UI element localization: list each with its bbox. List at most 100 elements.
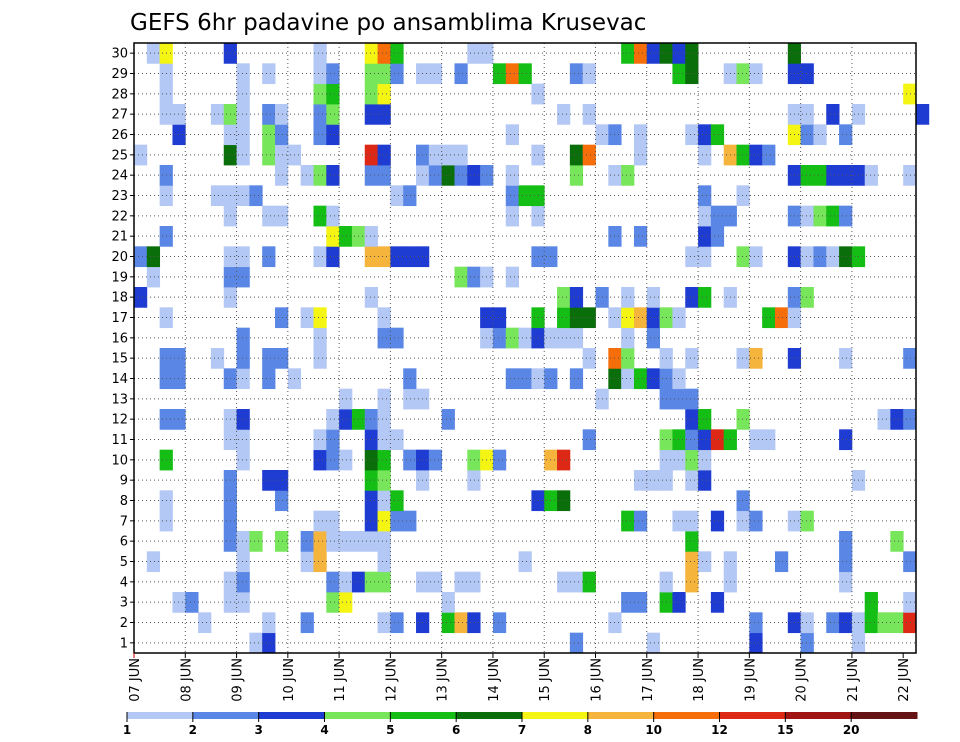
heatmap-cell — [377, 571, 391, 593]
heatmap-cell — [364, 490, 378, 512]
y-tick-label: 3 — [120, 596, 128, 611]
heatmap-cell — [275, 531, 289, 552]
heatmap-cell — [441, 144, 455, 166]
y-tick-label: 16 — [111, 331, 128, 346]
heatmap-cell — [146, 551, 161, 573]
heatmap-cell — [710, 226, 725, 247]
heatmap-cell — [685, 63, 699, 85]
heatmap-cell — [339, 571, 353, 593]
heatmap-cell — [518, 63, 532, 85]
heatmap-cell — [210, 348, 225, 369]
x-tick-label: 17 JUN — [641, 658, 656, 702]
y-tick-label: 1 — [120, 636, 128, 651]
heatmap-cell — [275, 165, 289, 186]
heatmap-cell — [646, 327, 661, 349]
heatmap-cell — [300, 307, 314, 329]
heatmap-cell — [428, 144, 443, 166]
heatmap-cell — [364, 409, 378, 430]
heatmap-cell — [890, 409, 904, 430]
heatmap-cell — [582, 348, 596, 369]
heatmap-cell — [569, 165, 584, 186]
heatmap-cell — [262, 612, 276, 634]
heatmap-cell — [364, 470, 378, 491]
heatmap-cell — [262, 470, 276, 491]
heatmap-cell — [582, 104, 596, 125]
x-tick-label: 11 JUN — [333, 658, 348, 702]
heatmap-cell — [762, 144, 776, 166]
heatmap-cell — [275, 490, 289, 512]
y-tick-label: 27 — [111, 108, 128, 123]
heatmap-cell — [364, 246, 378, 268]
heatmap-cell — [864, 592, 878, 613]
heatmap-cell — [505, 63, 519, 85]
heatmap-cell — [236, 266, 250, 288]
heatmap-cell — [582, 429, 596, 451]
heatmap-cell — [621, 287, 635, 308]
heatmap-cell — [672, 43, 686, 64]
heatmap-cell — [518, 185, 532, 207]
heatmap-cell — [467, 266, 481, 288]
y-axis: 1234567891011121314151617181920212223242… — [111, 47, 134, 651]
heatmap-cell — [326, 510, 340, 532]
heatmap-cell — [377, 470, 391, 491]
heatmap-cell — [800, 510, 814, 532]
heatmap-cell — [762, 429, 776, 451]
x-tick-label: 13 JUN — [436, 658, 451, 702]
heatmap-cell — [326, 571, 340, 593]
heatmap-cell — [774, 551, 789, 573]
heatmap-cell — [736, 348, 750, 369]
heatmap-cell — [454, 63, 468, 85]
heatmap-cell — [633, 43, 648, 64]
legend-label: 7 — [518, 723, 526, 737]
legend-label: 3 — [254, 723, 262, 737]
heatmap-cell — [877, 409, 891, 430]
heatmap-cell — [800, 104, 814, 125]
heatmap-cell — [672, 388, 686, 410]
heatmap-cell — [134, 144, 148, 166]
heatmap-cell — [300, 551, 314, 573]
legend-swatch — [653, 712, 720, 719]
heatmap-cell — [903, 83, 917, 105]
heatmap-cell — [569, 571, 584, 593]
heatmap-cell — [377, 409, 391, 430]
legend-label: 2 — [189, 723, 197, 737]
heatmap-cell — [839, 571, 853, 593]
heatmap-cell — [454, 165, 468, 186]
heatmap-cell — [236, 246, 250, 268]
heatmap-cell — [236, 551, 250, 573]
heatmap-cell — [685, 571, 699, 593]
heatmap-cell — [582, 144, 596, 166]
heatmap-cell — [621, 43, 635, 64]
heatmap-cell — [467, 165, 481, 186]
heatmap-cell — [339, 449, 353, 471]
heatmap-cell — [377, 531, 391, 552]
heatmap-cell — [339, 388, 353, 410]
heatmap-cell — [364, 571, 378, 593]
y-tick-label: 6 — [120, 535, 128, 550]
heatmap-cell — [377, 327, 391, 349]
heatmap-cell — [762, 307, 776, 329]
heatmap-cell — [749, 510, 763, 532]
heatmap-cell — [326, 104, 340, 125]
heatmap-cell — [236, 592, 250, 613]
heatmap-cell — [339, 226, 353, 247]
heatmap-cell — [428, 571, 443, 593]
y-tick-label: 8 — [120, 494, 128, 509]
heatmap-cell — [300, 531, 314, 552]
heatmap-cell — [492, 327, 507, 349]
heatmap-cell — [377, 510, 391, 532]
y-tick-label: 28 — [111, 87, 128, 102]
heatmap-cell — [390, 612, 404, 634]
heatmap-cell — [390, 43, 404, 64]
y-tick-label: 30 — [111, 47, 128, 62]
y-tick-label: 13 — [111, 392, 128, 407]
heatmap-cell — [621, 368, 635, 390]
heatmap-cell — [569, 144, 584, 166]
heatmap-cell — [672, 307, 686, 329]
heatmap-cell — [492, 612, 507, 634]
heatmap-cell — [800, 287, 814, 308]
heatmap-cell — [313, 551, 327, 573]
heatmap-cell — [698, 226, 712, 247]
heatmap-cell — [377, 490, 391, 512]
heatmap-cell — [262, 348, 276, 369]
